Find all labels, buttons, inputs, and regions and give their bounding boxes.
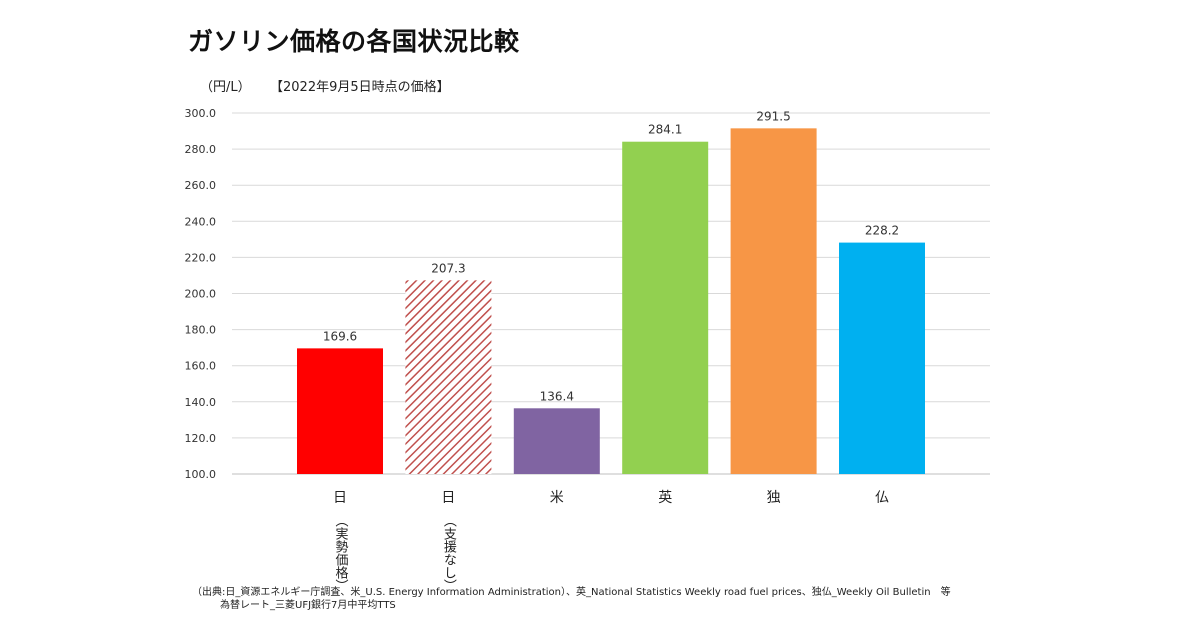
bar	[730, 128, 817, 474]
y-axis-unit: （円/L）	[200, 80, 251, 95]
data-label: 284.1	[648, 123, 682, 137]
y-tick-label: 100.0	[185, 468, 217, 481]
data-label: 207.3	[431, 261, 465, 275]
x-category-sublabel: （実勢価格）	[333, 514, 349, 592]
x-category-label: 仏	[875, 490, 889, 506]
bar	[405, 280, 492, 474]
x-category-label: 日	[441, 490, 455, 506]
chart-title: ガソリン価格の各国状況比較	[188, 27, 520, 56]
x-category-sublabel: （支援なし）	[441, 514, 457, 592]
y-tick-label: 120.0	[185, 432, 217, 445]
y-tick-label: 280.0	[185, 143, 217, 156]
y-tick-label: 220.0	[185, 251, 217, 264]
source-line-2: 為替レート_三菱UFJ銀行7月中平均TTS	[220, 600, 396, 611]
source-note: （出典:日_資源エネルギー庁調査、米_U.S. Energy Informati…	[192, 586, 951, 612]
x-category-label: 米	[550, 490, 564, 506]
x-axis-categories: 日 （実勢価格） 日 （支援なし） 米 英 独 仏	[333, 489, 890, 592]
source-line-1: （出典:日_資源エネルギー庁調査、米_U.S. Energy Informati…	[192, 587, 951, 598]
data-label: 169.6	[323, 329, 357, 343]
data-label: 136.4	[540, 389, 574, 403]
as-of-date-note: 【2022年9月5日時点の価格】	[270, 80, 450, 95]
bar	[513, 408, 600, 474]
x-category-label: 日	[333, 490, 347, 506]
bar	[297, 348, 383, 474]
y-axis-ticks: 100.0 120.0 140.0 160.0 180.0 200.0 220.0 240.0…	[185, 107, 217, 481]
data-label: 291.5	[756, 109, 790, 123]
y-tick-label: 260.0	[185, 179, 217, 192]
bar	[839, 242, 925, 474]
x-category-label: 英	[658, 489, 672, 506]
y-tick-label: 240.0	[185, 215, 217, 228]
y-tick-label: 180.0	[185, 324, 217, 337]
bar	[622, 141, 709, 474]
y-tick-label: 140.0	[185, 396, 217, 409]
y-tick-label: 160.0	[185, 360, 217, 373]
data-label: 228.2	[865, 224, 899, 238]
y-tick-label: 300.0	[185, 107, 217, 120]
x-category-label: 独	[767, 490, 781, 506]
data-labels: 169.6 207.3 136.4 284.1 291.5 228.2	[323, 109, 899, 403]
bars	[297, 128, 925, 474]
y-tick-label: 200.0	[185, 288, 217, 301]
